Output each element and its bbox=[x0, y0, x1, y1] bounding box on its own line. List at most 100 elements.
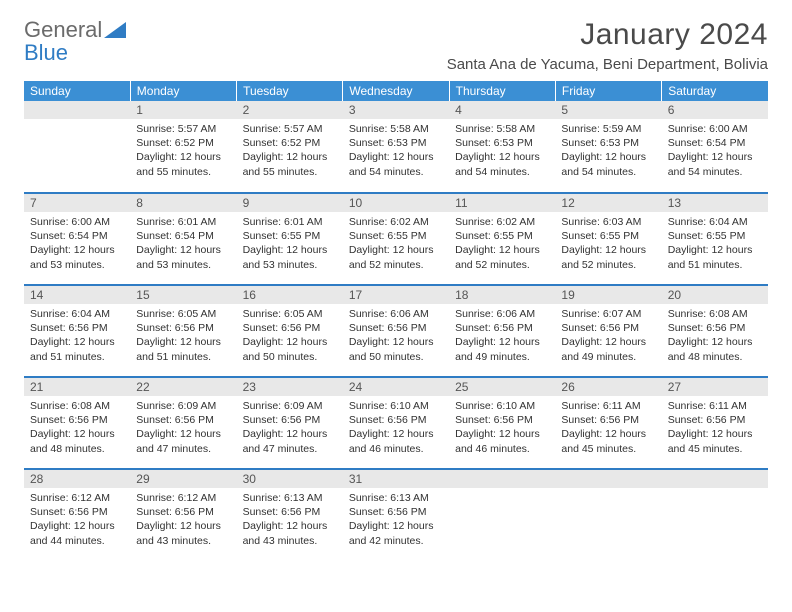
weekday-header: Sunday bbox=[24, 81, 130, 101]
calendar-day-cell: 28Sunrise: 6:12 AMSunset: 6:56 PMDayligh… bbox=[24, 469, 130, 561]
brand-triangle-icon bbox=[104, 20, 130, 40]
calendar-page: General Blue January 2024 Santa Ana de Y… bbox=[0, 0, 792, 571]
calendar-day-cell bbox=[555, 469, 661, 561]
calendar-day-cell: 23Sunrise: 6:09 AMSunset: 6:56 PMDayligh… bbox=[237, 377, 343, 469]
day-number: 22 bbox=[130, 378, 236, 396]
day-number bbox=[449, 470, 555, 488]
day-data: Sunrise: 6:12 AMSunset: 6:56 PMDaylight:… bbox=[24, 488, 130, 552]
day-number: 23 bbox=[237, 378, 343, 396]
calendar-day-cell: 27Sunrise: 6:11 AMSunset: 6:56 PMDayligh… bbox=[662, 377, 768, 469]
day-number: 29 bbox=[130, 470, 236, 488]
title-block: January 2024 Santa Ana de Yacuma, Beni D… bbox=[447, 18, 768, 73]
day-data: Sunrise: 6:05 AMSunset: 6:56 PMDaylight:… bbox=[237, 304, 343, 368]
day-number: 12 bbox=[555, 194, 661, 212]
calendar-day-cell: 29Sunrise: 6:12 AMSunset: 6:56 PMDayligh… bbox=[130, 469, 236, 561]
day-number: 7 bbox=[24, 194, 130, 212]
day-data: Sunrise: 6:11 AMSunset: 6:56 PMDaylight:… bbox=[555, 396, 661, 460]
day-number bbox=[555, 470, 661, 488]
calendar-day-cell: 31Sunrise: 6:13 AMSunset: 6:56 PMDayligh… bbox=[343, 469, 449, 561]
day-data: Sunrise: 5:57 AMSunset: 6:52 PMDaylight:… bbox=[237, 119, 343, 183]
calendar-day-cell: 2Sunrise: 5:57 AMSunset: 6:52 PMDaylight… bbox=[237, 101, 343, 193]
weekday-header: Monday bbox=[130, 81, 236, 101]
brand-logo: General Blue bbox=[24, 18, 130, 64]
day-data: Sunrise: 6:07 AMSunset: 6:56 PMDaylight:… bbox=[555, 304, 661, 368]
day-data: Sunrise: 5:58 AMSunset: 6:53 PMDaylight:… bbox=[343, 119, 449, 183]
month-title: January 2024 bbox=[447, 18, 768, 52]
calendar-day-cell: 17Sunrise: 6:06 AMSunset: 6:56 PMDayligh… bbox=[343, 285, 449, 377]
day-data: Sunrise: 6:09 AMSunset: 6:56 PMDaylight:… bbox=[130, 396, 236, 460]
calendar-day-cell: 15Sunrise: 6:05 AMSunset: 6:56 PMDayligh… bbox=[130, 285, 236, 377]
calendar-week-row: 28Sunrise: 6:12 AMSunset: 6:56 PMDayligh… bbox=[24, 469, 768, 561]
calendar-day-cell: 14Sunrise: 6:04 AMSunset: 6:56 PMDayligh… bbox=[24, 285, 130, 377]
brand-text: General Blue bbox=[24, 18, 102, 64]
calendar-day-cell: 9Sunrise: 6:01 AMSunset: 6:55 PMDaylight… bbox=[237, 193, 343, 285]
calendar-day-cell: 13Sunrise: 6:04 AMSunset: 6:55 PMDayligh… bbox=[662, 193, 768, 285]
day-number: 24 bbox=[343, 378, 449, 396]
day-data: Sunrise: 6:10 AMSunset: 6:56 PMDaylight:… bbox=[449, 396, 555, 460]
location-subtitle: Santa Ana de Yacuma, Beni Department, Bo… bbox=[447, 56, 768, 73]
day-number: 17 bbox=[343, 286, 449, 304]
weekday-header: Wednesday bbox=[343, 81, 449, 101]
calendar-day-cell: 3Sunrise: 5:58 AMSunset: 6:53 PMDaylight… bbox=[343, 101, 449, 193]
day-number: 5 bbox=[555, 101, 661, 119]
calendar-day-cell: 30Sunrise: 6:13 AMSunset: 6:56 PMDayligh… bbox=[237, 469, 343, 561]
calendar-day-cell: 5Sunrise: 5:59 AMSunset: 6:53 PMDaylight… bbox=[555, 101, 661, 193]
day-data: Sunrise: 6:02 AMSunset: 6:55 PMDaylight:… bbox=[343, 212, 449, 276]
page-header: General Blue January 2024 Santa Ana de Y… bbox=[24, 18, 768, 73]
day-data: Sunrise: 6:02 AMSunset: 6:55 PMDaylight:… bbox=[449, 212, 555, 276]
day-number: 10 bbox=[343, 194, 449, 212]
calendar-day-cell: 26Sunrise: 6:11 AMSunset: 6:56 PMDayligh… bbox=[555, 377, 661, 469]
day-number: 14 bbox=[24, 286, 130, 304]
calendar-day-cell bbox=[24, 101, 130, 193]
brand-word-1: General bbox=[24, 17, 102, 42]
calendar-week-row: 7Sunrise: 6:00 AMSunset: 6:54 PMDaylight… bbox=[24, 193, 768, 285]
calendar-day-cell: 8Sunrise: 6:01 AMSunset: 6:54 PMDaylight… bbox=[130, 193, 236, 285]
day-number: 19 bbox=[555, 286, 661, 304]
day-data: Sunrise: 6:00 AMSunset: 6:54 PMDaylight:… bbox=[662, 119, 768, 183]
day-number: 21 bbox=[24, 378, 130, 396]
day-data: Sunrise: 6:09 AMSunset: 6:56 PMDaylight:… bbox=[237, 396, 343, 460]
day-number: 13 bbox=[662, 194, 768, 212]
calendar-week-row: 14Sunrise: 6:04 AMSunset: 6:56 PMDayligh… bbox=[24, 285, 768, 377]
day-number: 27 bbox=[662, 378, 768, 396]
day-data: Sunrise: 6:05 AMSunset: 6:56 PMDaylight:… bbox=[130, 304, 236, 368]
day-data: Sunrise: 5:57 AMSunset: 6:52 PMDaylight:… bbox=[130, 119, 236, 183]
day-number: 20 bbox=[662, 286, 768, 304]
day-number: 6 bbox=[662, 101, 768, 119]
calendar-day-cell: 11Sunrise: 6:02 AMSunset: 6:55 PMDayligh… bbox=[449, 193, 555, 285]
day-data: Sunrise: 6:00 AMSunset: 6:54 PMDaylight:… bbox=[24, 212, 130, 276]
calendar-day-cell: 19Sunrise: 6:07 AMSunset: 6:56 PMDayligh… bbox=[555, 285, 661, 377]
day-data: Sunrise: 6:03 AMSunset: 6:55 PMDaylight:… bbox=[555, 212, 661, 276]
calendar-day-cell: 10Sunrise: 6:02 AMSunset: 6:55 PMDayligh… bbox=[343, 193, 449, 285]
calendar-day-cell: 6Sunrise: 6:00 AMSunset: 6:54 PMDaylight… bbox=[662, 101, 768, 193]
day-data: Sunrise: 5:59 AMSunset: 6:53 PMDaylight:… bbox=[555, 119, 661, 183]
calendar-day-cell: 7Sunrise: 6:00 AMSunset: 6:54 PMDaylight… bbox=[24, 193, 130, 285]
day-number: 18 bbox=[449, 286, 555, 304]
day-number: 4 bbox=[449, 101, 555, 119]
day-number: 26 bbox=[555, 378, 661, 396]
day-data: Sunrise: 6:13 AMSunset: 6:56 PMDaylight:… bbox=[343, 488, 449, 552]
calendar-day-cell: 24Sunrise: 6:10 AMSunset: 6:56 PMDayligh… bbox=[343, 377, 449, 469]
weekday-header: Tuesday bbox=[237, 81, 343, 101]
day-number: 30 bbox=[237, 470, 343, 488]
calendar-week-row: 21Sunrise: 6:08 AMSunset: 6:56 PMDayligh… bbox=[24, 377, 768, 469]
day-data: Sunrise: 6:08 AMSunset: 6:56 PMDaylight:… bbox=[24, 396, 130, 460]
day-number: 1 bbox=[130, 101, 236, 119]
calendar-day-cell: 21Sunrise: 6:08 AMSunset: 6:56 PMDayligh… bbox=[24, 377, 130, 469]
calendar-day-cell: 4Sunrise: 5:58 AMSunset: 6:53 PMDaylight… bbox=[449, 101, 555, 193]
calendar-day-cell: 22Sunrise: 6:09 AMSunset: 6:56 PMDayligh… bbox=[130, 377, 236, 469]
day-number: 8 bbox=[130, 194, 236, 212]
day-number: 9 bbox=[237, 194, 343, 212]
day-data: Sunrise: 6:13 AMSunset: 6:56 PMDaylight:… bbox=[237, 488, 343, 552]
day-number: 15 bbox=[130, 286, 236, 304]
weekday-header: Thursday bbox=[449, 81, 555, 101]
day-data: Sunrise: 6:08 AMSunset: 6:56 PMDaylight:… bbox=[662, 304, 768, 368]
weekday-header: Friday bbox=[555, 81, 661, 101]
day-data: Sunrise: 6:04 AMSunset: 6:55 PMDaylight:… bbox=[662, 212, 768, 276]
calendar-body: 1Sunrise: 5:57 AMSunset: 6:52 PMDaylight… bbox=[24, 101, 768, 561]
calendar-day-cell: 25Sunrise: 6:10 AMSunset: 6:56 PMDayligh… bbox=[449, 377, 555, 469]
day-data: Sunrise: 5:58 AMSunset: 6:53 PMDaylight:… bbox=[449, 119, 555, 183]
day-number: 25 bbox=[449, 378, 555, 396]
day-data: Sunrise: 6:06 AMSunset: 6:56 PMDaylight:… bbox=[449, 304, 555, 368]
calendar-day-cell bbox=[662, 469, 768, 561]
